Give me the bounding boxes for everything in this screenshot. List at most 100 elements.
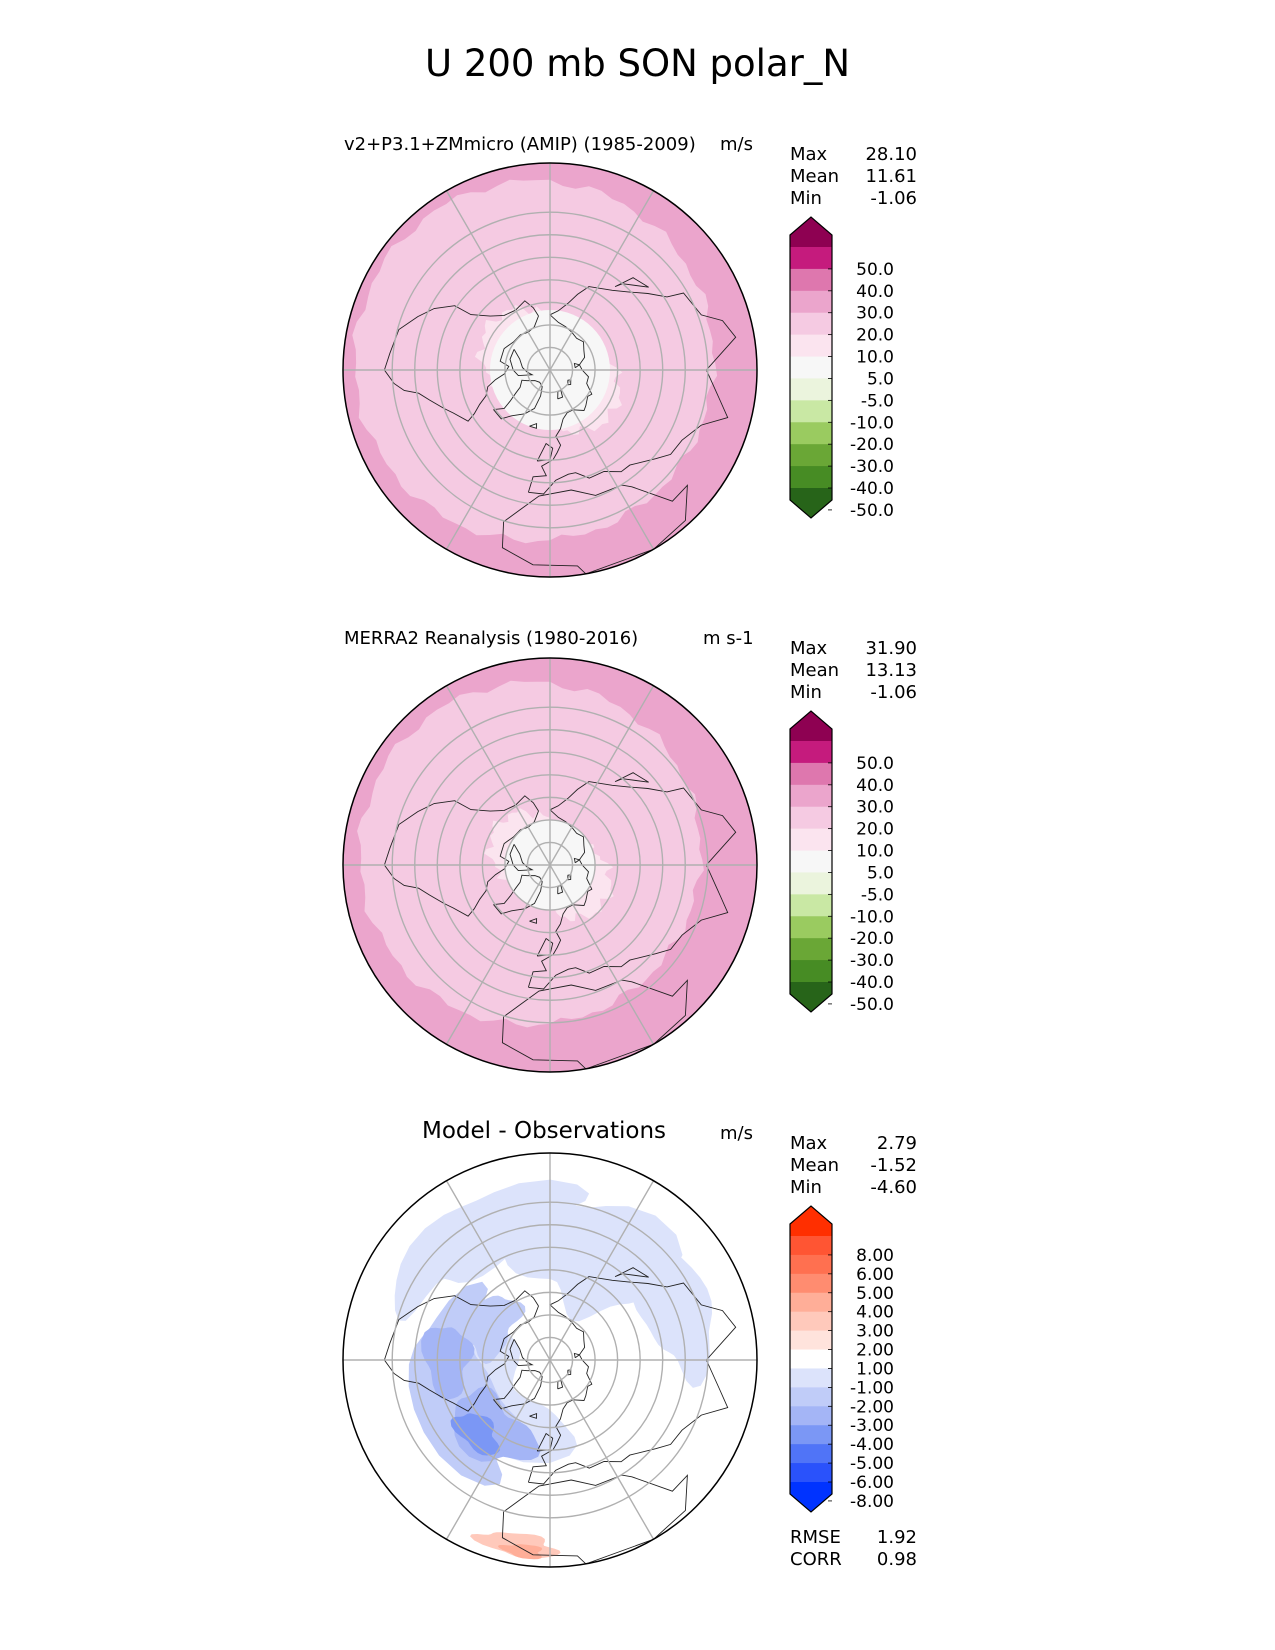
panel3-mean-label: Mean bbox=[790, 1155, 840, 1176]
panel1-gridline-lon bbox=[445, 369, 551, 550]
panel1-coastline bbox=[529, 422, 538, 429]
colorbar3-bin bbox=[790, 1406, 832, 1426]
panel1-title: v2+P3.1+ZMmicro (AMIP) (1985-2009) bbox=[344, 134, 696, 155]
diff-contour-neg4-neg5 bbox=[450, 1413, 500, 1456]
colorbar1-tick-label: -30.0 bbox=[850, 457, 894, 477]
colorbar3-bin bbox=[790, 1311, 832, 1332]
panel1-mean-label: Mean bbox=[790, 166, 840, 187]
colorbar1-bin bbox=[790, 400, 832, 423]
colorbar3-tick-label: 1.00 bbox=[856, 1359, 894, 1379]
panel2-mean-label: Mean bbox=[790, 660, 840, 681]
colorbar3-bin bbox=[790, 1254, 832, 1275]
panel3-title: Model - Observations bbox=[422, 1118, 667, 1144]
panel3-overlay bbox=[342, 1152, 758, 1568]
colorbar1-tick-label: 30.0 bbox=[856, 304, 894, 324]
colorbar3-tick-label: 3.00 bbox=[856, 1322, 894, 1342]
panel2-title: MERRA2 Reanalysis (1980-2016) bbox=[344, 628, 639, 649]
panel1-gridline-lon bbox=[549, 190, 655, 371]
colorbar3-tick-label: 4.00 bbox=[856, 1303, 894, 1323]
panel3-max-label: Max bbox=[790, 1133, 828, 1154]
colorbar2-outline bbox=[789, 710, 833, 1013]
panel3-gridline-lon bbox=[445, 1359, 551, 1540]
panel3-colorbar: 8.006.005.004.003.002.001.00-1.00-2.00-3… bbox=[789, 1205, 894, 1513]
colorbar1-tick-label: -50.0 bbox=[850, 501, 894, 520]
panel3-units: m/s bbox=[720, 1123, 753, 1144]
panel2-coastline bbox=[493, 874, 543, 915]
colorbar2-tick-label: -5.0 bbox=[861, 885, 894, 905]
panel2-coastline bbox=[383, 795, 539, 917]
corr-value: 0.98 bbox=[876, 1549, 917, 1570]
colorbar3-bin bbox=[790, 1387, 832, 1407]
panel3-gridline-lon bbox=[549, 1180, 655, 1361]
panel1-polar-map bbox=[342, 162, 758, 578]
colorbar2-tick-label: -40.0 bbox=[850, 973, 894, 993]
panel3-min-value: -4.60 bbox=[870, 1177, 917, 1198]
rmse-label: RMSE bbox=[790, 1527, 841, 1548]
panel1-units: m/s bbox=[720, 134, 753, 155]
colorbar3-top-extension-body bbox=[790, 1206, 832, 1236]
colorbar2-bin bbox=[790, 894, 832, 917]
panel3-coastline bbox=[383, 1290, 539, 1412]
colorbar3-tick-label: 8.00 bbox=[856, 1246, 894, 1266]
figure-title: U 200 mb SON polar_N bbox=[424, 42, 851, 85]
colorbar2-tick-label: 20.0 bbox=[856, 820, 894, 840]
panel1-overlay bbox=[342, 162, 758, 578]
panel2-coastline bbox=[501, 979, 688, 1070]
colorbar3-outline bbox=[789, 1205, 833, 1513]
colorbar2-tick-label: 10.0 bbox=[856, 842, 894, 862]
colorbar3-bin bbox=[790, 1425, 832, 1445]
panel2-min-value: -1.06 bbox=[870, 682, 917, 703]
panel2-gridline-lon bbox=[445, 864, 551, 1045]
panel2-overlay bbox=[342, 657, 758, 1073]
panel3-mean-value: -1.52 bbox=[870, 1155, 917, 1176]
colorbar1-bin bbox=[790, 356, 832, 379]
panel3-coastline bbox=[527, 1276, 737, 1485]
colorbar1-outline bbox=[789, 216, 833, 519]
panel1-coastline bbox=[573, 362, 581, 369]
panel1-coastline bbox=[527, 286, 737, 495]
colorbar3-tick-label: 2.00 bbox=[856, 1341, 894, 1361]
panel1-gridline-lon bbox=[445, 190, 551, 371]
panel1-coastline bbox=[501, 484, 688, 575]
panel2-gridline-lon bbox=[549, 685, 655, 866]
colorbar2-bin bbox=[790, 850, 832, 873]
colorbar2-tick-label: -20.0 bbox=[850, 929, 894, 949]
panel3-coastline bbox=[614, 1267, 649, 1278]
panel3-min-label: Min bbox=[790, 1177, 822, 1198]
colorbar3-bottom-extension bbox=[790, 1482, 832, 1512]
panel2-min-label: Min bbox=[790, 682, 822, 703]
panel1-mean-value: 11.61 bbox=[865, 166, 917, 187]
panel2-max-label: Max bbox=[790, 638, 828, 659]
corr-label: CORR bbox=[790, 1549, 842, 1570]
panel3-coastline bbox=[509, 1339, 534, 1367]
panel1-max-label: Max bbox=[790, 144, 828, 165]
diff-contour-pos3-pos4 bbox=[497, 1544, 543, 1560]
colorbar1-top-extension-body bbox=[790, 217, 832, 247]
panel2-units: m s-1 bbox=[703, 628, 754, 649]
panel2-mean-value: 13.13 bbox=[865, 660, 917, 681]
panel1-coastline bbox=[614, 277, 649, 288]
colorbar1-tick-label: 20.0 bbox=[856, 326, 894, 346]
colorbar2-bin bbox=[790, 872, 832, 895]
colorbar2-tick-label: -10.0 bbox=[850, 907, 894, 927]
panel1-min-value: -1.06 bbox=[870, 188, 917, 209]
colorbar3-bin bbox=[790, 1444, 832, 1464]
panel3-coastline bbox=[501, 1474, 688, 1565]
colorbar3-tick-label: -4.00 bbox=[850, 1435, 894, 1455]
colorbar2-tick-label: 5.0 bbox=[867, 863, 894, 883]
colorbar3-tick-label: -8.00 bbox=[850, 1492, 894, 1512]
panel3-gridline-lon bbox=[445, 1180, 551, 1361]
panel3-gridline-lon bbox=[549, 1359, 655, 1540]
panel2-coastline bbox=[573, 857, 581, 864]
colorbar1-bin bbox=[790, 247, 832, 270]
colorbar1-bottom-extension bbox=[790, 488, 832, 518]
panel1-coastline bbox=[493, 379, 543, 420]
colorbar1-tick-label: -40.0 bbox=[850, 479, 894, 499]
panel1-gridline-lon bbox=[549, 369, 655, 550]
colorbar2-tick-label: 40.0 bbox=[856, 776, 894, 796]
panel2-max-value: 31.90 bbox=[865, 638, 917, 659]
panel1-coastline bbox=[509, 349, 534, 377]
colorbar3-tick-label: -5.00 bbox=[850, 1454, 894, 1474]
colorbar2-top-extension-body bbox=[790, 711, 832, 741]
rmse-value: 1.92 bbox=[876, 1527, 917, 1548]
